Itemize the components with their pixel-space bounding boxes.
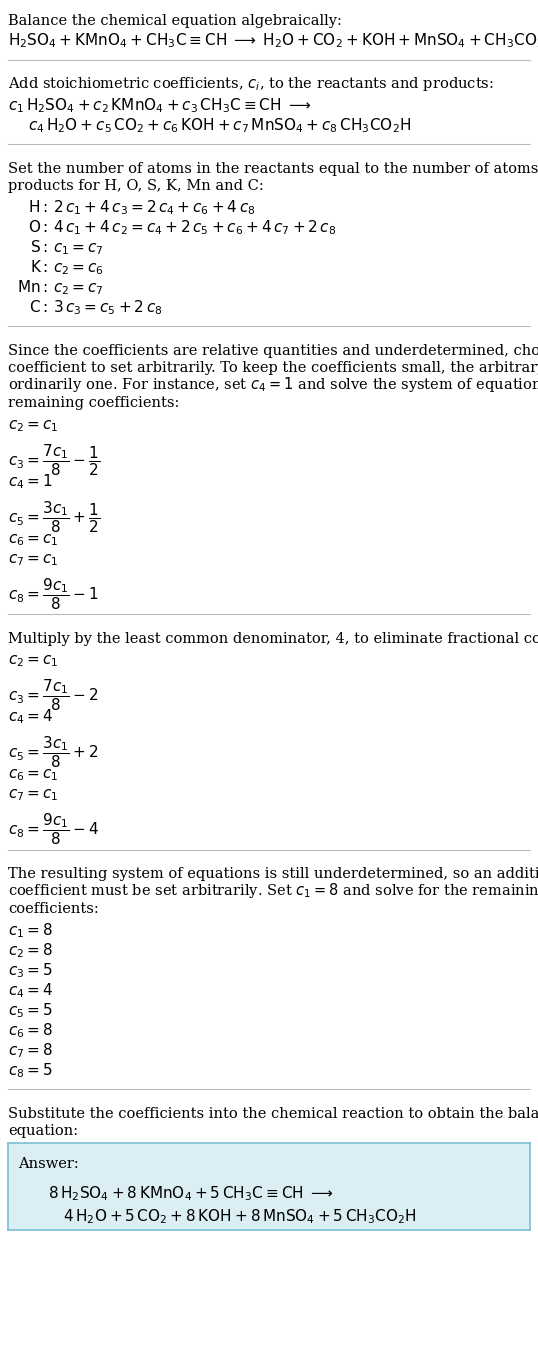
Text: $4\,\mathrm{H_2O} + 5\,\mathrm{CO_2} + 8\,\mathrm{KOH} + 8\,\mathrm{MnSO_4} + 5\: $4\,\mathrm{H_2O} + 5\,\mathrm{CO_2} + 8… — [63, 1207, 416, 1226]
Text: $c_5 = \dfrac{3c_1}{8} + \dfrac{1}{2}$: $c_5 = \dfrac{3c_1}{8} + \dfrac{1}{2}$ — [8, 499, 100, 535]
Text: equation:: equation: — [8, 1124, 78, 1138]
Text: $c_6 = 8$: $c_6 = 8$ — [8, 1021, 53, 1040]
Text: $\mathrm{O:}$: $\mathrm{O:}$ — [27, 219, 48, 235]
Text: $c_1\,\mathrm{H_2SO_4} + c_2\,\mathrm{KMnO_4} + c_3\,\mathrm{CH_3C{\equiv}CH} \;: $c_1\,\mathrm{H_2SO_4} + c_2\,\mathrm{KM… — [8, 96, 311, 115]
Text: $c_4 = 4$: $c_4 = 4$ — [8, 707, 53, 726]
Text: Balance the chemical equation algebraically:: Balance the chemical equation algebraica… — [8, 14, 342, 27]
Text: $c_4\,\mathrm{H_2O} + c_5\,\mathrm{CO_2} + c_6\,\mathrm{KOH} + c_7\,\mathrm{MnSO: $c_4\,\mathrm{H_2O} + c_5\,\mathrm{CO_2}… — [28, 116, 411, 135]
Text: Add stoichiometric coefficients, $c_i$, to the reactants and products:: Add stoichiometric coefficients, $c_i$, … — [8, 74, 494, 93]
Text: Set the number of atoms in the reactants equal to the number of atoms in the: Set the number of atoms in the reactants… — [8, 161, 538, 176]
Text: $3\,c_3 = c_5 + 2\,c_8$: $3\,c_3 = c_5 + 2\,c_8$ — [53, 297, 162, 316]
Text: coefficient to set arbitrarily. To keep the coefficients small, the arbitrary va: coefficient to set arbitrarily. To keep … — [8, 361, 538, 375]
Text: $c_2 = c_6$: $c_2 = c_6$ — [53, 261, 104, 277]
Text: $c_6 = c_1$: $c_6 = c_1$ — [8, 768, 59, 783]
Text: $c_3 = \dfrac{7c_1}{8} - \dfrac{1}{2}$: $c_3 = \dfrac{7c_1}{8} - \dfrac{1}{2}$ — [8, 442, 100, 479]
Text: $\mathrm{S:}$: $\mathrm{S:}$ — [30, 239, 48, 256]
Text: $c_3 = \dfrac{7c_1}{8} - 2$: $c_3 = \dfrac{7c_1}{8} - 2$ — [8, 677, 98, 714]
Text: $c_2 = c_1$: $c_2 = c_1$ — [8, 418, 59, 434]
Text: $c_2 = 8$: $c_2 = 8$ — [8, 941, 53, 960]
Text: $c_6 = c_1$: $c_6 = c_1$ — [8, 531, 59, 548]
Text: $2\,c_1 + 4\,c_3 = 2\,c_4 + c_6 + 4\,c_8$: $2\,c_1 + 4\,c_3 = 2\,c_4 + c_6 + 4\,c_8… — [53, 197, 256, 216]
Text: Substitute the coefficients into the chemical reaction to obtain the balanced: Substitute the coefficients into the che… — [8, 1106, 538, 1121]
Text: The resulting system of equations is still underdetermined, so an additional: The resulting system of equations is sti… — [8, 867, 538, 882]
Text: $\mathrm{C:}$: $\mathrm{C:}$ — [29, 299, 48, 315]
Text: $\mathrm{H_2SO_4 + KMnO_4 + CH_3C{\equiv}CH \;\longrightarrow\; H_2O + CO_2 + KO: $\mathrm{H_2SO_4 + KMnO_4 + CH_3C{\equiv… — [8, 31, 538, 50]
Text: $c_1 = 8$: $c_1 = 8$ — [8, 921, 53, 940]
Text: $c_8 = \dfrac{9c_1}{8} - 4$: $c_8 = \dfrac{9c_1}{8} - 4$ — [8, 813, 99, 848]
Text: Answer:: Answer: — [18, 1156, 79, 1171]
Text: coefficients:: coefficients: — [8, 902, 99, 917]
Text: $\mathrm{K:}$: $\mathrm{K:}$ — [30, 260, 48, 274]
Text: $c_7 = c_1$: $c_7 = c_1$ — [8, 787, 59, 803]
Text: $c_4 = 4$: $c_4 = 4$ — [8, 982, 53, 999]
Text: $8\,\mathrm{H_2SO_4} + 8\,\mathrm{KMnO_4} + 5\,\mathrm{CH_3C{\equiv}CH} \;\longr: $8\,\mathrm{H_2SO_4} + 8\,\mathrm{KMnO_4… — [48, 1184, 334, 1203]
Text: ordinarily one. For instance, set $c_4 = 1$ and solve the system of equations fo: ordinarily one. For instance, set $c_4 =… — [8, 376, 538, 395]
Text: Since the coefficients are relative quantities and underdetermined, choose a: Since the coefficients are relative quan… — [8, 343, 538, 357]
Text: $c_5 = \dfrac{3c_1}{8} + 2$: $c_5 = \dfrac{3c_1}{8} + 2$ — [8, 735, 98, 771]
Text: $c_7 = c_1$: $c_7 = c_1$ — [8, 552, 59, 568]
Text: $4\,c_1 + 4\,c_2 = c_4 + 2\,c_5 + c_6 + 4\,c_7 + 2\,c_8$: $4\,c_1 + 4\,c_2 = c_4 + 2\,c_5 + c_6 + … — [53, 218, 336, 237]
Text: products for H, O, S, K, Mn and C:: products for H, O, S, K, Mn and C: — [8, 178, 264, 193]
Text: $c_2 = c_7$: $c_2 = c_7$ — [53, 281, 104, 296]
Text: Multiply by the least common denominator, 4, to eliminate fractional coefficient: Multiply by the least common denominator… — [8, 631, 538, 645]
Text: $c_4 = 1$: $c_4 = 1$ — [8, 472, 53, 491]
Text: coefficient must be set arbitrarily. Set $c_1 = 8$ and solve for the remaining: coefficient must be set arbitrarily. Set… — [8, 882, 538, 900]
Text: $c_7 = 8$: $c_7 = 8$ — [8, 1041, 53, 1060]
Text: $\mathrm{H:}$: $\mathrm{H:}$ — [28, 199, 48, 215]
Text: $c_1 = c_7$: $c_1 = c_7$ — [53, 241, 104, 257]
Text: $c_2 = c_1$: $c_2 = c_1$ — [8, 653, 59, 669]
Text: $c_3 = 5$: $c_3 = 5$ — [8, 961, 53, 980]
Text: $c_5 = 5$: $c_5 = 5$ — [8, 1000, 53, 1019]
Text: $c_8 = \dfrac{9c_1}{8} - 1$: $c_8 = \dfrac{9c_1}{8} - 1$ — [8, 576, 98, 612]
Text: $c_8 = 5$: $c_8 = 5$ — [8, 1061, 53, 1080]
Text: $\mathrm{Mn:}$: $\mathrm{Mn:}$ — [17, 279, 48, 295]
Text: remaining coefficients:: remaining coefficients: — [8, 396, 179, 410]
